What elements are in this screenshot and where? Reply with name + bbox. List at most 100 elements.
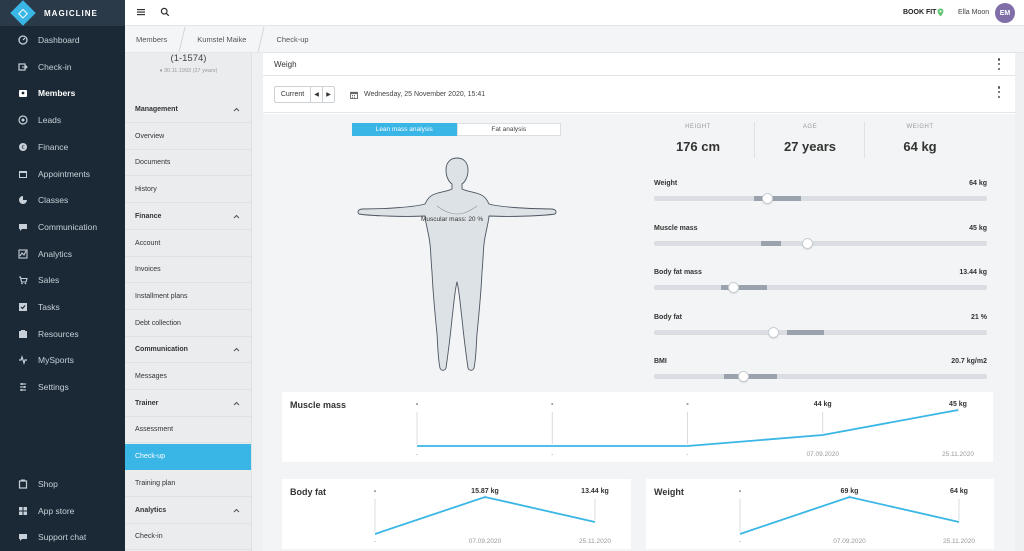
chart-x-tick-label: 25.11.2020	[579, 538, 611, 545]
current-button[interactable]: Current	[274, 86, 311, 103]
nav-item-mysports[interactable]: MySports	[0, 347, 125, 373]
chart-value-label: -	[416, 401, 419, 408]
stat-value: 27 years	[783, 139, 837, 154]
chart-value-label: -	[374, 488, 377, 495]
sub-item-label: Check-in	[135, 533, 163, 541]
nav-item-support-chat[interactable]: Support chat	[0, 524, 125, 550]
nav-item-label: Tasks	[38, 302, 60, 312]
members-icon	[18, 88, 28, 98]
location-pin-icon	[937, 8, 944, 17]
metric-normal-range	[720, 285, 768, 290]
nav-item-resources[interactable]: Resources	[0, 321, 125, 347]
nav-item-label: App store	[38, 505, 75, 516]
panel-more-icon[interactable]	[997, 58, 1001, 70]
studio-name[interactable]: BOOK FIT	[903, 9, 937, 16]
sub-section-communication[interactable]: Communication	[125, 337, 251, 364]
cart-icon	[18, 275, 28, 285]
chart-x-tick-label: -	[416, 451, 418, 458]
nav-item-dashboard[interactable]: Dashboard	[0, 27, 125, 53]
classes-icon	[18, 195, 28, 205]
next-date-button[interactable]: ▶	[322, 86, 335, 103]
sub-item-account[interactable]: Account	[125, 231, 251, 257]
user-name[interactable]: Ella Moon	[958, 9, 990, 16]
chevron-up-icon[interactable]	[233, 346, 240, 353]
nav-item-shop[interactable]: Shop	[0, 471, 125, 497]
chart-value-label: 44 kg	[814, 401, 832, 408]
metric-name: Muscle mass	[654, 224, 698, 232]
member-dob-text: 30.11.1993 (27 years)	[163, 68, 218, 74]
chevron-up-icon[interactable]	[233, 213, 240, 220]
nav-item-classes[interactable]: Classes	[0, 187, 125, 213]
metric-indicator	[738, 371, 750, 382]
analytics-icon-glyph	[18, 249, 28, 259]
search-icon[interactable]	[160, 7, 170, 17]
tab-fat-analysis[interactable]: Fat analysis	[456, 123, 561, 136]
breadcrumb-member-name[interactable]: Kumstel Maike	[197, 34, 247, 44]
sub-item-installment-plans[interactable]: Installment plans	[125, 284, 251, 310]
support-chat-icon	[18, 532, 28, 542]
sub-item-check-up[interactable]: Check-up	[125, 444, 251, 471]
sub-item-history[interactable]: History	[125, 177, 251, 204]
sub-item-label: Overview	[135, 132, 165, 140]
logo-text: MAGICLINE	[44, 8, 98, 18]
stat-divider	[754, 122, 755, 158]
stat-value: 64 kg	[903, 139, 937, 154]
chart-title: Weight	[654, 487, 684, 497]
sub-item-documents[interactable]: Documents	[125, 150, 251, 177]
nav-item-appointments[interactable]: Appointments	[0, 161, 125, 187]
sub-item-messages[interactable]: Messages	[125, 364, 251, 390]
sub-item-overview[interactable]: Overview	[125, 124, 251, 150]
main-navigation: MAGICLINE Dashboard Check-in Members Leads €…	[0, 0, 125, 551]
sub-item-check-in[interactable]: Check-in	[125, 524, 251, 551]
sub-item-label: Check-up	[135, 453, 165, 461]
nav-item-finance[interactable]: € Finance	[0, 134, 125, 160]
resources-icon	[18, 329, 28, 339]
shop-icon	[18, 479, 28, 489]
sub-section-analytics[interactable]: Analytics	[125, 497, 251, 524]
nav-item-check-in[interactable]: Check-in	[0, 54, 125, 80]
app-store-icon	[18, 506, 28, 516]
settings-icon	[18, 382, 28, 392]
finance-icon: €	[18, 142, 28, 152]
sub-item-label: Training plan	[135, 479, 176, 487]
chart-series-line	[739, 496, 960, 535]
chevron-up-icon[interactable]	[233, 106, 240, 113]
sub-item-training-plan[interactable]: Training plan	[125, 471, 251, 497]
nav-item-label: Finance	[38, 141, 69, 152]
hamburger-menu-icon[interactable]	[136, 7, 146, 17]
chart-series-line	[374, 496, 596, 535]
breadcrumb-current: Check-up	[276, 34, 309, 44]
sub-item-debt-collection[interactable]: Debt collection	[125, 311, 251, 337]
shop-icon-glyph	[18, 479, 28, 489]
metric-track	[654, 326, 987, 338]
stat-divider	[864, 122, 865, 158]
sub-section-management[interactable]: Management	[125, 97, 251, 123]
sub-item-label: Communication	[135, 346, 188, 354]
nav-item-analytics[interactable]: Analytics	[0, 241, 125, 267]
nav-item-leads[interactable]: Leads	[0, 107, 125, 133]
weight-line-chart: - - 69 kg 07.09.2020 64 kg 25.11.2020	[739, 488, 976, 545]
nav-item-app-store[interactable]: App store	[0, 498, 125, 524]
nav-item-label: Dashboard	[38, 35, 80, 45]
nav-item-sales[interactable]: Sales	[0, 267, 125, 293]
tab-lean-mass-analysis[interactable]: Lean mass analysis	[352, 123, 457, 136]
nav-item-settings[interactable]: Settings	[0, 374, 125, 400]
sub-section-trainer[interactable]: Trainer	[125, 390, 251, 417]
logo[interactable]: MAGICLINE	[0, 0, 125, 26]
nav-item-tasks[interactable]: Tasks	[0, 294, 125, 320]
app-store-icon-glyph	[19, 506, 27, 515]
analysis-tabs: Lean mass analysis Fat analysis	[352, 123, 561, 136]
chart-x-tick-label: 07.09.2020	[833, 538, 866, 545]
toolbar-more-icon[interactable]	[997, 86, 1001, 98]
sub-section-finance[interactable]: Finance	[125, 203, 251, 230]
sub-item-invoices[interactable]: Invoices	[125, 257, 251, 284]
nav-item-communication[interactable]: Communication	[0, 214, 125, 240]
avatar[interactable]: EM	[995, 3, 1015, 23]
metric-track	[654, 371, 987, 382]
chevron-up-icon[interactable]	[233, 507, 240, 514]
breadcrumb-members[interactable]: Members	[136, 34, 168, 44]
metric-name: Body fat	[654, 313, 682, 321]
sub-item-assessment[interactable]: Assessment	[125, 417, 251, 444]
chevron-up-icon[interactable]	[233, 400, 240, 407]
nav-item-members[interactable]: Members	[0, 80, 125, 106]
